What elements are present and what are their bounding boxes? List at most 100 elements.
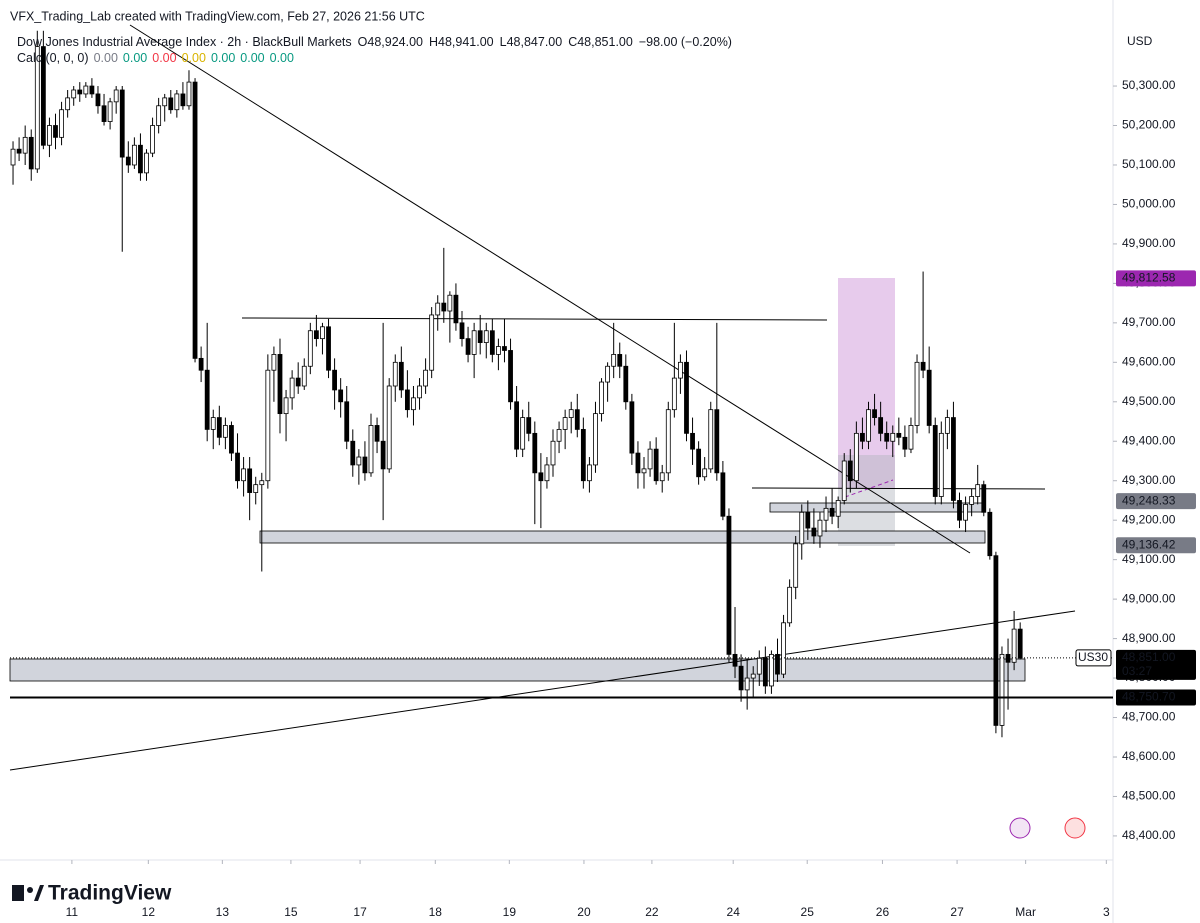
logo-mark (12, 885, 24, 901)
candle-body (489, 330, 495, 355)
logo-mark (34, 885, 44, 901)
candle-body (914, 361, 920, 426)
credit: VFX_Trading_Lab created with TradingView… (10, 9, 425, 23)
candle-body (71, 89, 77, 99)
candle-body (77, 89, 83, 95)
candle-body (89, 85, 95, 95)
candle-body (380, 440, 386, 470)
candle-body (447, 294, 453, 312)
candle-body (975, 484, 981, 497)
y-tick-label: 49,600.00 (1122, 354, 1176, 368)
y-tick-label: 49,300.00 (1122, 473, 1176, 487)
candle-body (477, 330, 483, 343)
x-tick-label: 15 (284, 905, 298, 919)
candle-body (259, 480, 265, 486)
candle-body (247, 468, 253, 493)
y-tick-label: 48,900.00 (1122, 631, 1176, 645)
candle-body (847, 460, 853, 482)
candle-body (799, 511, 805, 545)
price-label-box (1116, 689, 1196, 706)
candle-body (404, 389, 410, 411)
price-label: 48,750.70 (1122, 690, 1176, 704)
candle-body (629, 401, 635, 454)
price-label: 49,136.42 (1122, 537, 1176, 551)
indicator-value: 0.00 (152, 51, 176, 65)
candle-body (969, 496, 975, 505)
candle-body (235, 452, 240, 482)
candle-body (957, 500, 962, 521)
candle-body (641, 468, 647, 474)
candle-body (872, 409, 877, 418)
candle-body (860, 432, 865, 442)
candle-body (732, 653, 738, 667)
candle-body (204, 369, 210, 430)
candle-body (271, 354, 277, 371)
x-tick-label: 3 (1103, 905, 1110, 919)
candle-body (944, 417, 950, 434)
indicator-value: 0.00 (123, 51, 147, 65)
open: O48,924.00 (358, 35, 423, 49)
candle-body (435, 302, 441, 316)
candle-body (332, 369, 337, 391)
y-tick-label: 50,100.00 (1122, 157, 1176, 171)
candle-body (386, 385, 392, 470)
price-label: 49,248.33 (1122, 493, 1176, 507)
candle-body (896, 432, 902, 438)
candle-body (34, 46, 40, 170)
candle-body (1017, 628, 1023, 659)
candle-body (993, 555, 999, 726)
candle-body (817, 519, 823, 537)
candle-body (59, 109, 64, 138)
candle-body (884, 432, 890, 442)
purple-zone (838, 278, 895, 488)
candle-body (550, 440, 556, 466)
y-tick-label: 49,100.00 (1122, 552, 1176, 566)
close: C48,851.00 (568, 35, 633, 49)
horizontal-line (241, 317, 828, 321)
candle-body (192, 81, 198, 359)
candle-body (216, 417, 222, 438)
candle-body (720, 472, 726, 517)
candle-body (350, 440, 356, 466)
x-tick-label: 25 (801, 905, 815, 919)
candle-body (617, 354, 623, 367)
y-tick-label: 49,700.00 (1122, 315, 1176, 329)
candle-body (556, 429, 562, 442)
dashed-line (844, 479, 894, 498)
price-label-box (1116, 537, 1196, 554)
candle-body (890, 432, 896, 442)
indicator: Calc (0, 0, 0) 0.00 0.00 0.00 0.00 0.00 0.00 0.… (17, 51, 294, 65)
price-label-box (1116, 270, 1196, 287)
candle-body (47, 125, 52, 146)
icon[interactable] (1064, 817, 1086, 839)
candle-body (22, 136, 28, 154)
candle-body (920, 361, 926, 371)
candle-body (83, 85, 89, 95)
low: L48,847.00 (500, 35, 563, 49)
candle-body (696, 448, 702, 478)
candle-body (119, 89, 125, 158)
horizontal-line (751, 487, 1046, 490)
candle-body (775, 653, 780, 675)
current-price: 48,851.00 (1122, 650, 1176, 664)
candle-body (514, 401, 520, 450)
candle-body (392, 361, 398, 387)
y-tick-label: 49,200.00 (1122, 512, 1176, 526)
logo: TradingView (12, 882, 172, 905)
candle-body (793, 543, 799, 588)
candle-body (186, 81, 192, 107)
candle-body (289, 377, 295, 399)
icon[interactable] (1009, 817, 1031, 839)
logo-mark (27, 887, 33, 893)
candle-body (593, 413, 598, 466)
currency: USD (1127, 34, 1153, 48)
y-tick-label: 48,700.00 (1122, 710, 1176, 724)
candle-body (253, 484, 259, 493)
candle-body (635, 452, 641, 474)
candle-body (805, 511, 811, 529)
candle-body (520, 417, 526, 450)
y-tick-label: 48,400.00 (1122, 828, 1176, 842)
